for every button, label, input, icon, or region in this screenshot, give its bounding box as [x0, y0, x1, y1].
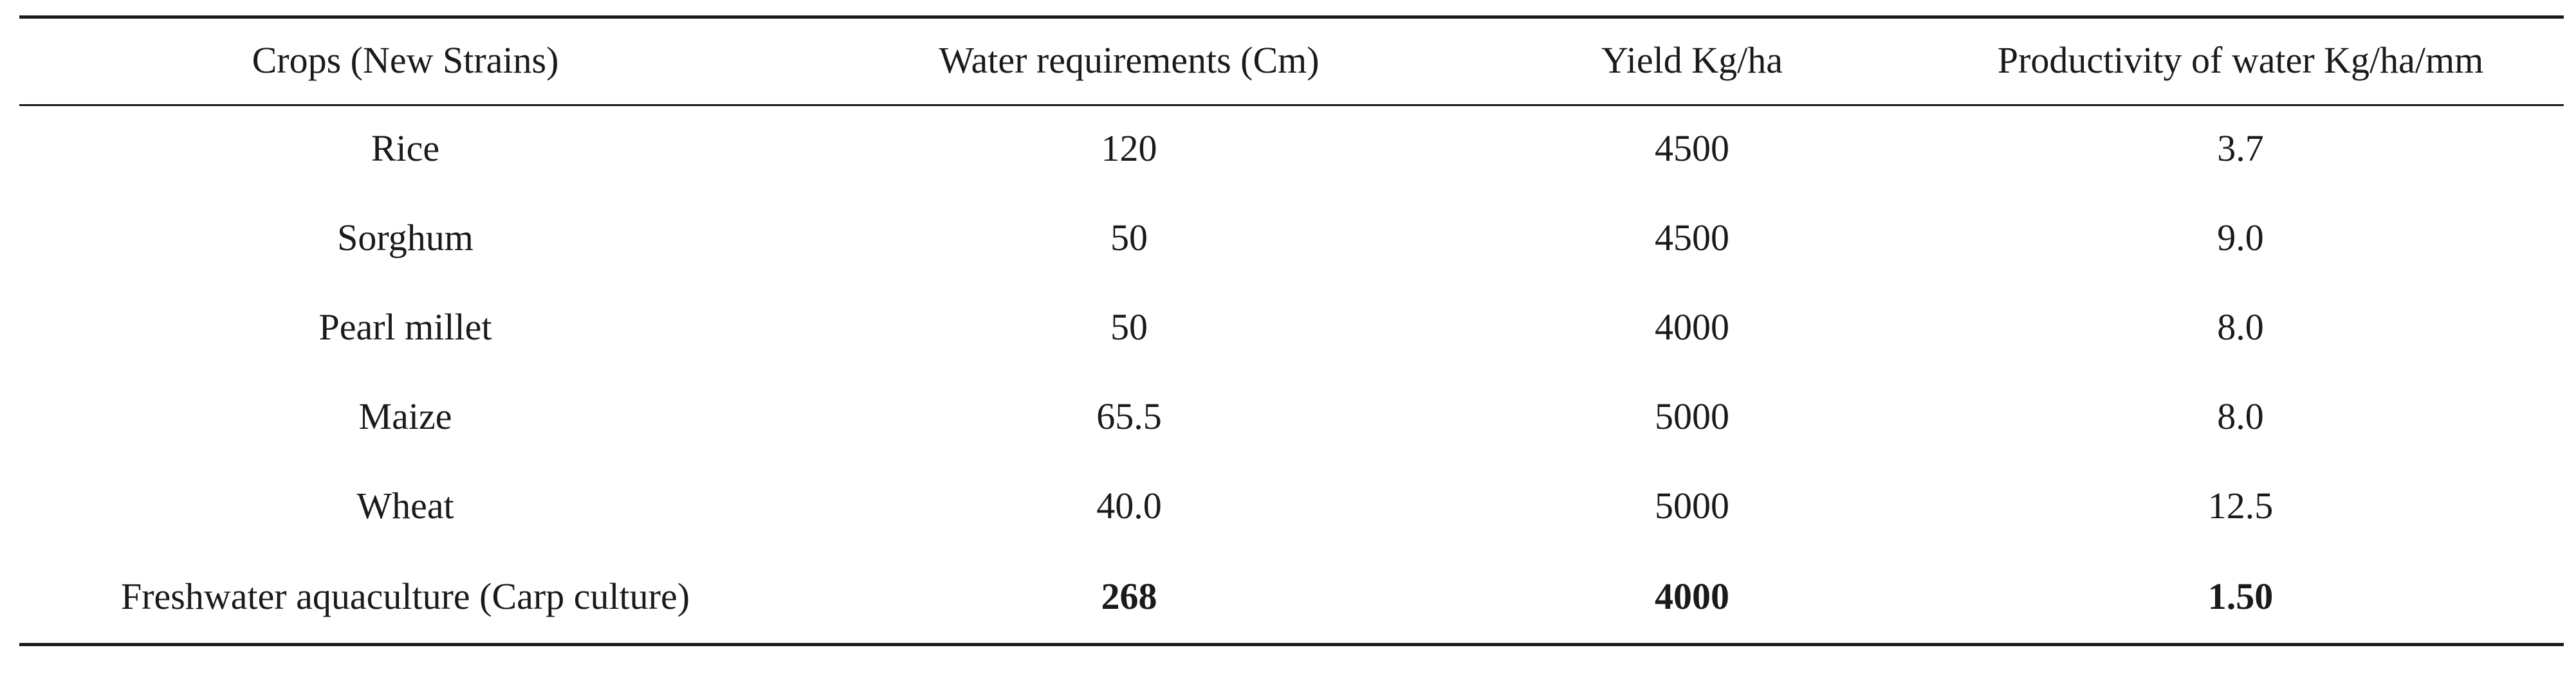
header-water-requirements: Water requirements (Cm)	[939, 39, 1320, 81]
cell-yield: 5000	[1655, 485, 1729, 527]
cell-yield: 4500	[1655, 217, 1729, 258]
table-row: Maize 65.5 5000 8.0	[19, 373, 2564, 460]
header-crops: Crops (New Strains)	[252, 39, 559, 81]
table-row: Freshwater aquaculture (Carp culture) 26…	[19, 553, 2564, 640]
cell-yield: 4500	[1655, 127, 1729, 169]
cell-water: 268	[1101, 575, 1157, 617]
cell-productivity: 8.0	[2217, 306, 2264, 348]
cell-water: 50	[1110, 306, 1148, 348]
table-row: Rice 120 4500 3.7	[19, 105, 2564, 192]
cell-yield: 4000	[1655, 306, 1729, 348]
cell-crop: Wheat	[356, 485, 454, 527]
table-top-rule	[19, 15, 2564, 19]
table-row: Wheat 40.0 5000 12.5	[19, 462, 2564, 550]
cell-water: 65.5	[1096, 395, 1162, 437]
table-bottom-rule	[19, 643, 2564, 646]
cell-crop: Rice	[371, 127, 440, 169]
cell-crop: Freshwater aquaculture (Carp culture)	[120, 575, 690, 617]
cell-productivity: 1.50	[2207, 575, 2274, 617]
cell-productivity: 12.5	[2207, 485, 2274, 527]
cell-yield: 4000	[1655, 575, 1729, 617]
table-header-row: Crops (New Strains) Water requirements (…	[19, 17, 2564, 104]
cell-water: 50	[1110, 217, 1148, 258]
cell-yield: 5000	[1655, 395, 1729, 437]
table-row: Pearl millet 50 4000 8.0	[19, 284, 2564, 371]
cell-productivity: 9.0	[2217, 217, 2264, 258]
cell-crop: Maize	[358, 395, 452, 437]
table-row: Sorghum 50 4500 9.0	[19, 194, 2564, 282]
cell-water: 120	[1101, 127, 1157, 169]
cell-crop: Sorghum	[337, 217, 474, 258]
table-header-rule	[19, 104, 2564, 106]
header-productivity: Productivity of water Kg/ha/mm	[1997, 39, 2484, 81]
cell-productivity: 3.7	[2217, 127, 2264, 169]
cell-water: 40.0	[1096, 485, 1162, 527]
cell-crop: Pearl millet	[318, 306, 492, 348]
cell-productivity: 8.0	[2217, 395, 2264, 437]
header-yield: Yield Kg/ha	[1601, 39, 1783, 81]
